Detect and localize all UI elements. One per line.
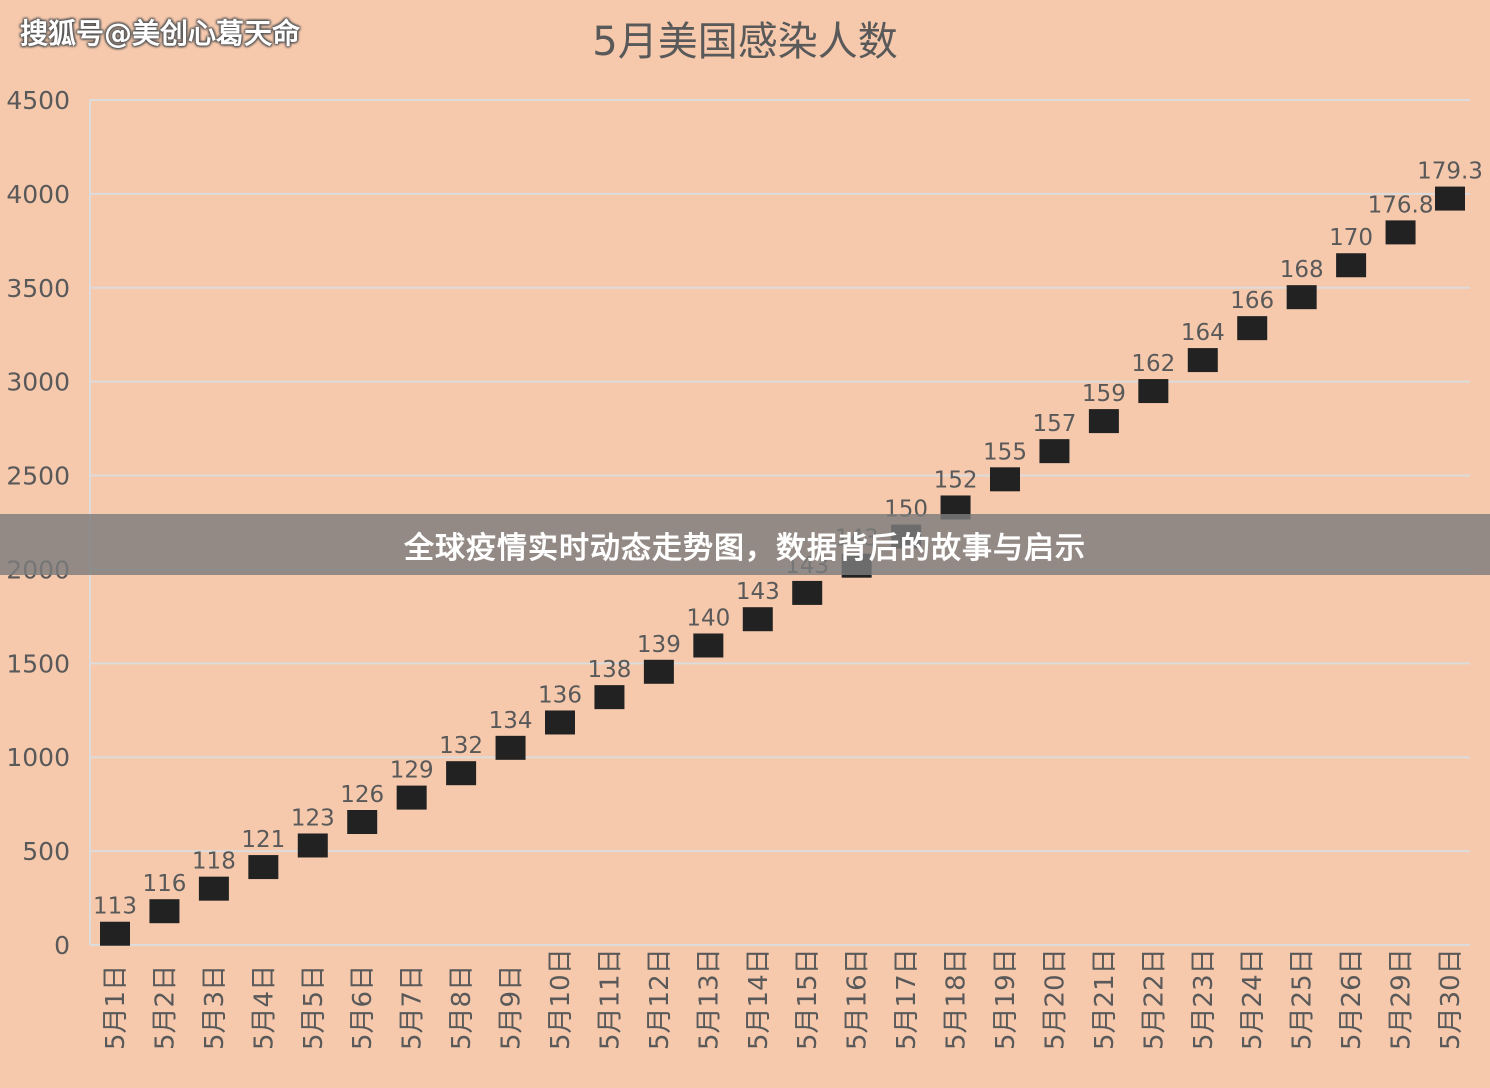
data-marker [1286,285,1317,310]
x-tick-label: 5月11日 [595,948,625,1050]
data-marker [792,580,823,605]
x-tick-label: 5月8日 [447,965,477,1050]
y-tick-label: 2500 [6,462,70,491]
data-label: 116 [142,871,186,897]
data-label: 121 [241,827,285,853]
data-marker [297,833,328,858]
data-label: 170 [1329,225,1373,251]
data-label: 162 [1131,351,1175,377]
data-marker [446,761,477,786]
data-marker [149,899,180,924]
x-tick-label: 5月7日 [398,965,428,1050]
y-axis: 050010001500200025003000350040004500 [6,86,70,960]
data-marker [643,659,674,684]
x-tick-label: 5月14日 [744,948,774,1050]
x-tick-label: 5月18日 [942,948,972,1050]
x-tick-label: 5月25日 [1288,948,1318,1050]
data-marker [1187,348,1218,373]
data-label: 129 [390,758,434,784]
x-tick-label: 5月5日 [299,965,329,1050]
data-marker [1435,186,1465,211]
caption-banner: 全球疫情实时动态走势图，数据背后的故事与启示 [0,514,1490,575]
x-tick-label: 5月15日 [793,948,823,1050]
data-marker [248,855,279,880]
data-label: 138 [587,657,631,683]
x-tick-label: 5月23日 [1189,948,1219,1050]
data-label: 126 [340,782,384,808]
data-marker [742,607,773,632]
data-marker [1088,409,1119,434]
chart-title: 5月美国感染人数 [592,19,897,65]
data-marker [495,735,526,760]
x-tick-label: 5月17日 [892,948,922,1050]
data-label: 123 [291,805,335,831]
y-tick-label: 1500 [6,649,70,678]
data-marker [990,467,1020,492]
x-axis: 5月1日 5月2日 5月3日 5月4日 5月5日 5月6日 5月7日 5月8日 5月9日 5月10… [101,948,1466,1050]
data-label: 143 [736,579,780,605]
data-label: 176.8 [1368,192,1434,218]
data-label: 168 [1280,257,1324,283]
data-marker [594,685,625,710]
x-tick-label: 5月19日 [991,948,1021,1050]
data-label: 132 [439,733,483,759]
data-marker [100,921,130,946]
y-tick-label: 1000 [6,743,70,772]
data-label: 159 [1082,381,1126,407]
x-tick-label: 5月20日 [1040,948,1070,1050]
x-tick-label: 5月1日 [101,965,131,1050]
x-tick-label: 5月22日 [1139,948,1169,1050]
data-marker [198,876,229,901]
caption-text: 全球疫情实时动态走势图，数据背后的故事与启示 [404,530,1086,566]
data-label: 136 [538,682,582,708]
x-tick-label: 5月13日 [694,948,724,1050]
y-tick-label: 3500 [6,274,70,303]
data-marker [1237,316,1268,341]
data-label: 139 [637,632,681,658]
x-tick-label: 5月26日 [1337,948,1367,1050]
data-marker [1385,220,1416,245]
data-marker [1336,253,1367,278]
data-marker [545,710,575,735]
x-tick-label: 5月10日 [546,948,576,1050]
data-label: 166 [1230,288,1274,314]
data-label: 134 [489,708,533,734]
x-tick-label: 5月24日 [1238,948,1268,1050]
watermark: 搜狐号@美创心葛天命 [20,17,301,50]
y-tick-label: 500 [22,837,70,866]
x-tick-label: 5月9日 [497,965,527,1050]
data-marker [1039,439,1070,464]
x-tick-label: 5月29日 [1387,948,1417,1050]
x-tick-label: 5月2日 [150,965,180,1050]
data-label: 140 [686,605,730,631]
x-tick-label: 5月3日 [200,965,230,1050]
data-label: 152 [934,467,978,493]
data-label: 157 [1032,411,1076,437]
y-tick-label: 3000 [6,368,70,397]
data-marker [347,810,378,835]
y-tick-label: 4500 [6,86,70,115]
x-tick-label: 5月12日 [645,948,675,1050]
data-label: 164 [1181,320,1225,346]
data-label: 179.3 [1417,159,1483,185]
y-tick-label: 0 [54,931,70,960]
data-label: 113 [93,894,137,920]
x-tick-label: 5月16日 [843,948,873,1050]
x-tick-label: 5月6日 [348,965,378,1050]
data-marker [1138,379,1169,404]
x-tick-label: 5月4日 [249,965,279,1050]
data-marker [693,633,724,658]
data-label: 118 [192,849,236,875]
data-label: 155 [983,439,1027,465]
y-tick-label: 4000 [6,180,70,209]
x-tick-label: 5月30日 [1436,948,1466,1050]
data-marker [396,785,427,810]
x-tick-label: 5月21日 [1090,948,1120,1050]
